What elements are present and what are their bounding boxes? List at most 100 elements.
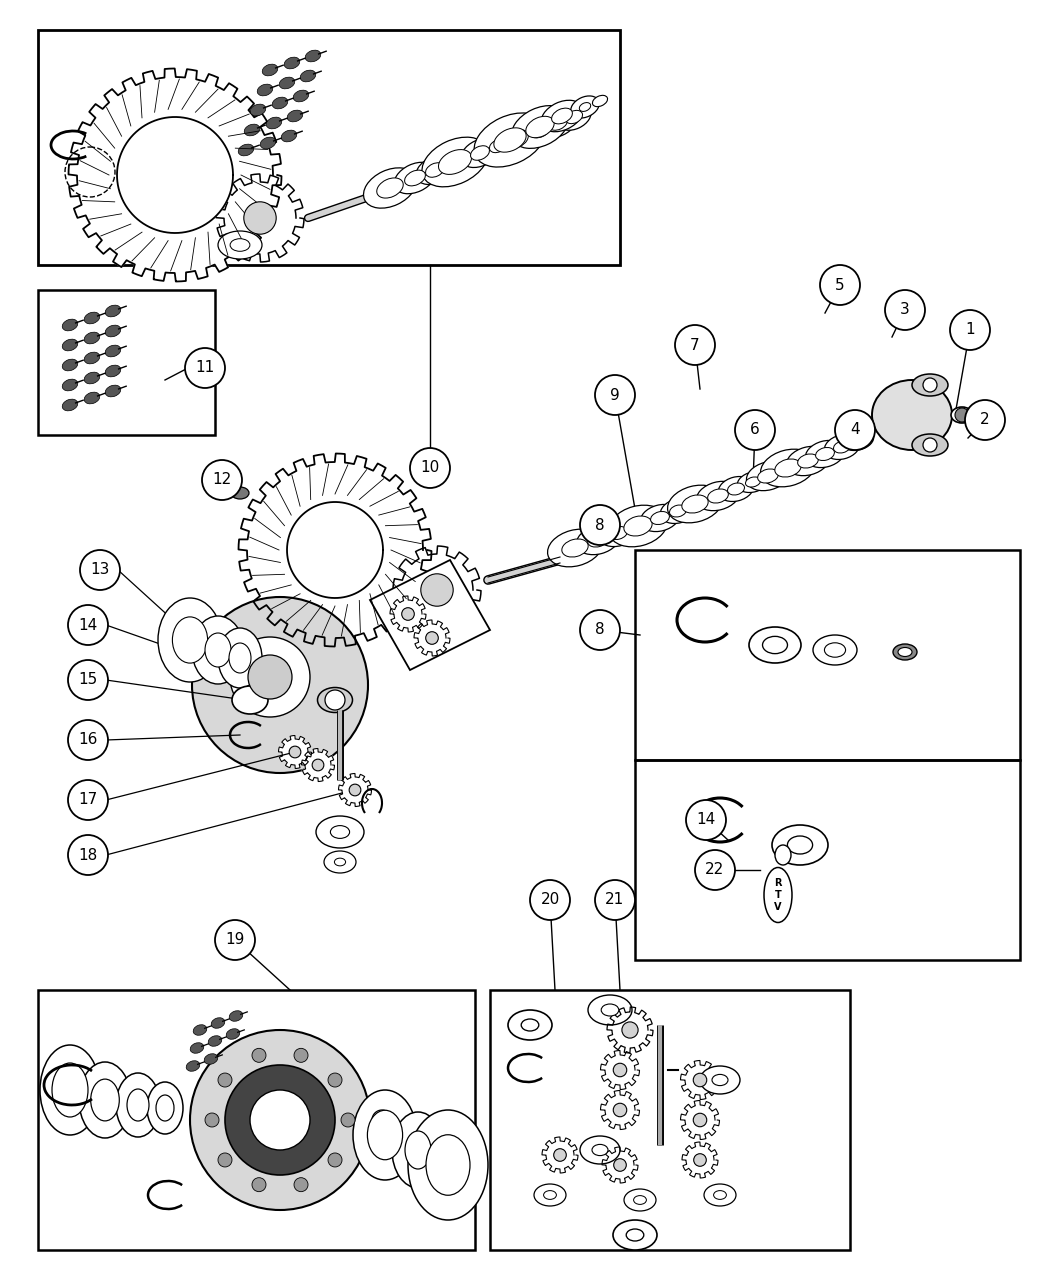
Circle shape (622, 1022, 638, 1039)
Ellipse shape (592, 96, 607, 106)
Ellipse shape (218, 231, 262, 260)
Circle shape (421, 574, 453, 606)
Circle shape (950, 310, 990, 350)
Polygon shape (681, 1060, 720, 1100)
Ellipse shape (682, 495, 708, 513)
Ellipse shape (147, 1082, 183, 1134)
Ellipse shape (580, 102, 590, 111)
Ellipse shape (376, 178, 404, 198)
Circle shape (410, 448, 450, 489)
Ellipse shape (520, 114, 561, 146)
Ellipse shape (551, 109, 572, 124)
Ellipse shape (898, 647, 912, 656)
Ellipse shape (912, 373, 948, 396)
Ellipse shape (461, 138, 499, 168)
Circle shape (613, 1063, 627, 1077)
Polygon shape (542, 1137, 578, 1173)
Ellipse shape (105, 385, 121, 396)
Ellipse shape (272, 97, 288, 109)
Text: 13: 13 (91, 563, 110, 578)
Text: 12: 12 (212, 472, 232, 487)
Text: 7: 7 (690, 338, 700, 353)
Ellipse shape (893, 645, 917, 660)
Circle shape (248, 655, 292, 700)
Circle shape (230, 637, 310, 718)
Ellipse shape (633, 1196, 646, 1205)
Ellipse shape (79, 1062, 131, 1138)
Ellipse shape (745, 477, 761, 487)
Ellipse shape (588, 995, 632, 1024)
Ellipse shape (539, 109, 577, 138)
Ellipse shape (105, 325, 121, 336)
Ellipse shape (608, 505, 667, 547)
Ellipse shape (650, 512, 669, 524)
Ellipse shape (173, 616, 208, 663)
Ellipse shape (719, 477, 754, 501)
Ellipse shape (813, 634, 857, 665)
Ellipse shape (601, 1004, 619, 1016)
Ellipse shape (84, 352, 100, 363)
Ellipse shape (786, 446, 829, 476)
Ellipse shape (805, 440, 844, 468)
Ellipse shape (714, 1191, 726, 1200)
Ellipse shape (279, 77, 295, 88)
Text: 5: 5 (835, 278, 845, 293)
Circle shape (192, 597, 368, 773)
Ellipse shape (84, 393, 100, 404)
Ellipse shape (187, 1060, 200, 1072)
Ellipse shape (508, 1010, 552, 1040)
Ellipse shape (84, 312, 100, 324)
Ellipse shape (364, 168, 416, 208)
Ellipse shape (541, 100, 583, 132)
Ellipse shape (764, 867, 792, 922)
Ellipse shape (438, 150, 471, 174)
Ellipse shape (116, 1073, 160, 1137)
Ellipse shape (697, 481, 740, 510)
Ellipse shape (816, 448, 835, 460)
Ellipse shape (872, 380, 952, 450)
Circle shape (69, 835, 108, 875)
Ellipse shape (209, 1036, 221, 1046)
Text: 15: 15 (78, 673, 98, 688)
Bar (38, 29, 620, 265)
Polygon shape (69, 69, 281, 281)
Ellipse shape (580, 1136, 620, 1164)
Ellipse shape (262, 64, 278, 75)
Ellipse shape (317, 688, 352, 712)
Text: 8: 8 (596, 623, 605, 637)
Circle shape (955, 408, 969, 422)
Ellipse shape (529, 122, 550, 138)
Ellipse shape (565, 110, 583, 124)
Polygon shape (238, 454, 431, 646)
Ellipse shape (230, 239, 250, 251)
Circle shape (252, 1178, 266, 1192)
Ellipse shape (62, 399, 78, 411)
Ellipse shape (334, 858, 346, 866)
Circle shape (289, 746, 300, 758)
Ellipse shape (824, 435, 860, 459)
Ellipse shape (608, 527, 627, 540)
Circle shape (186, 348, 225, 388)
Polygon shape (278, 735, 312, 769)
Ellipse shape (626, 1229, 644, 1241)
Ellipse shape (521, 1019, 539, 1031)
Ellipse shape (667, 485, 722, 523)
Bar (635, 760, 1020, 961)
Polygon shape (681, 1100, 720, 1140)
Ellipse shape (669, 505, 686, 517)
Text: 9: 9 (610, 388, 620, 403)
Circle shape (202, 460, 242, 500)
Ellipse shape (599, 519, 638, 546)
Ellipse shape (40, 1045, 100, 1134)
Polygon shape (607, 1007, 653, 1053)
Ellipse shape (562, 538, 588, 558)
Ellipse shape (62, 320, 78, 331)
Circle shape (695, 851, 735, 890)
Ellipse shape (426, 1134, 470, 1196)
Ellipse shape (288, 110, 302, 122)
Circle shape (349, 784, 360, 796)
Text: 8: 8 (596, 518, 605, 532)
Circle shape (328, 1073, 341, 1087)
Circle shape (69, 660, 108, 700)
Ellipse shape (842, 430, 874, 450)
